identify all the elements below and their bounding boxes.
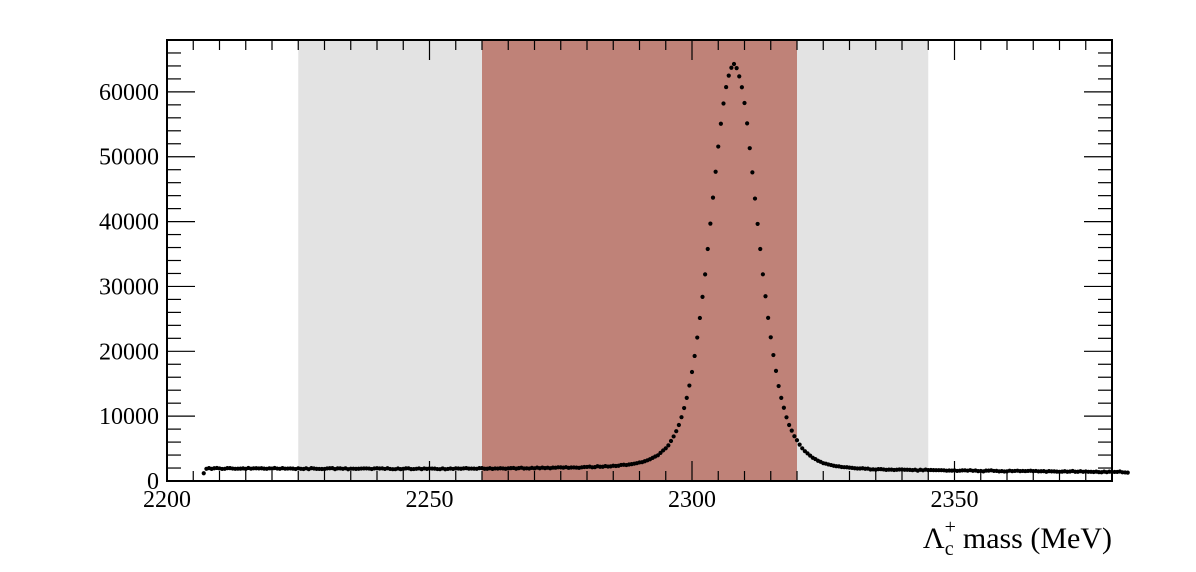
y-tick-labels: 0 10000 20000 30000 40000 50000 60000	[99, 80, 159, 495]
data-point	[676, 422, 681, 428]
data-point	[674, 429, 679, 434]
x-tick-label: 2250	[406, 487, 454, 513]
data-point	[705, 246, 710, 252]
data-point	[666, 443, 671, 448]
data-point	[655, 453, 660, 458]
data-point	[797, 442, 802, 447]
data-point	[779, 395, 784, 400]
y-tick-label: 50000	[99, 145, 159, 171]
y-tick-label: 30000	[99, 274, 159, 300]
data-point	[668, 438, 674, 444]
data-point	[773, 368, 779, 373]
data-point	[742, 100, 747, 106]
data-point	[745, 121, 750, 126]
data-point	[784, 415, 789, 420]
data-point	[787, 422, 792, 428]
data-point	[201, 471, 206, 476]
data-point	[663, 446, 668, 451]
data-point	[692, 353, 697, 359]
data-point	[724, 84, 729, 90]
data-point	[731, 61, 737, 67]
highlight-regions	[298, 40, 929, 481]
data-point	[721, 101, 726, 106]
data-point	[737, 74, 742, 79]
data-point	[739, 85, 744, 90]
y-tick-label: 40000	[99, 210, 159, 236]
data-point	[729, 65, 734, 70]
data-point	[768, 335, 773, 340]
data-point	[713, 169, 718, 174]
data-point	[755, 221, 760, 227]
data-point	[789, 428, 794, 433]
data-point	[763, 294, 768, 299]
data-point	[766, 315, 771, 320]
data-point	[752, 196, 758, 201]
data-point	[689, 369, 695, 375]
data-point	[679, 415, 684, 420]
data-points	[201, 61, 1130, 476]
data-point	[734, 66, 739, 71]
data-point	[695, 335, 700, 340]
data-point	[684, 395, 689, 400]
x-axis-title: Λc+ mass (MeV)	[923, 516, 1112, 560]
axis-ticks	[166, 39, 1113, 482]
data-point	[1125, 470, 1130, 475]
data-point	[671, 434, 676, 439]
data-point	[794, 438, 800, 443]
x-axis-title-subscript: c	[945, 538, 954, 560]
data-point	[800, 446, 805, 451]
data-point	[716, 144, 721, 149]
data-point	[708, 221, 713, 226]
data-point	[726, 73, 731, 78]
y-tick-label: 10000	[99, 404, 159, 430]
data-point	[700, 294, 705, 299]
x-tick-label: 2200	[143, 487, 191, 513]
y-tick-label: 0	[147, 469, 159, 495]
data-point	[703, 272, 708, 277]
data-point	[718, 121, 723, 126]
x-tick-label: 2350	[931, 487, 979, 513]
data-point	[771, 352, 776, 358]
data-point	[776, 383, 781, 389]
x-axis-title-symbol: Λ	[923, 522, 945, 555]
y-tick-label: 20000	[99, 339, 159, 365]
data-point	[750, 170, 755, 175]
signal-region	[482, 40, 797, 481]
data-point	[687, 383, 692, 388]
y-tick-label: 60000	[99, 80, 159, 106]
data-point	[758, 246, 763, 252]
data-point	[781, 405, 786, 410]
x-axis-title-text: mass (MeV)	[963, 522, 1112, 555]
data-point	[747, 146, 752, 151]
data-point	[682, 405, 687, 411]
data-point	[792, 434, 797, 439]
x-axis-title-superscript: +	[945, 516, 956, 538]
data-point	[710, 195, 716, 200]
data-point	[760, 272, 765, 277]
x-tick-labels: 2200 2250 2300 2350	[143, 487, 979, 513]
data-point	[697, 315, 702, 321]
x-tick-label: 2300	[668, 487, 716, 513]
